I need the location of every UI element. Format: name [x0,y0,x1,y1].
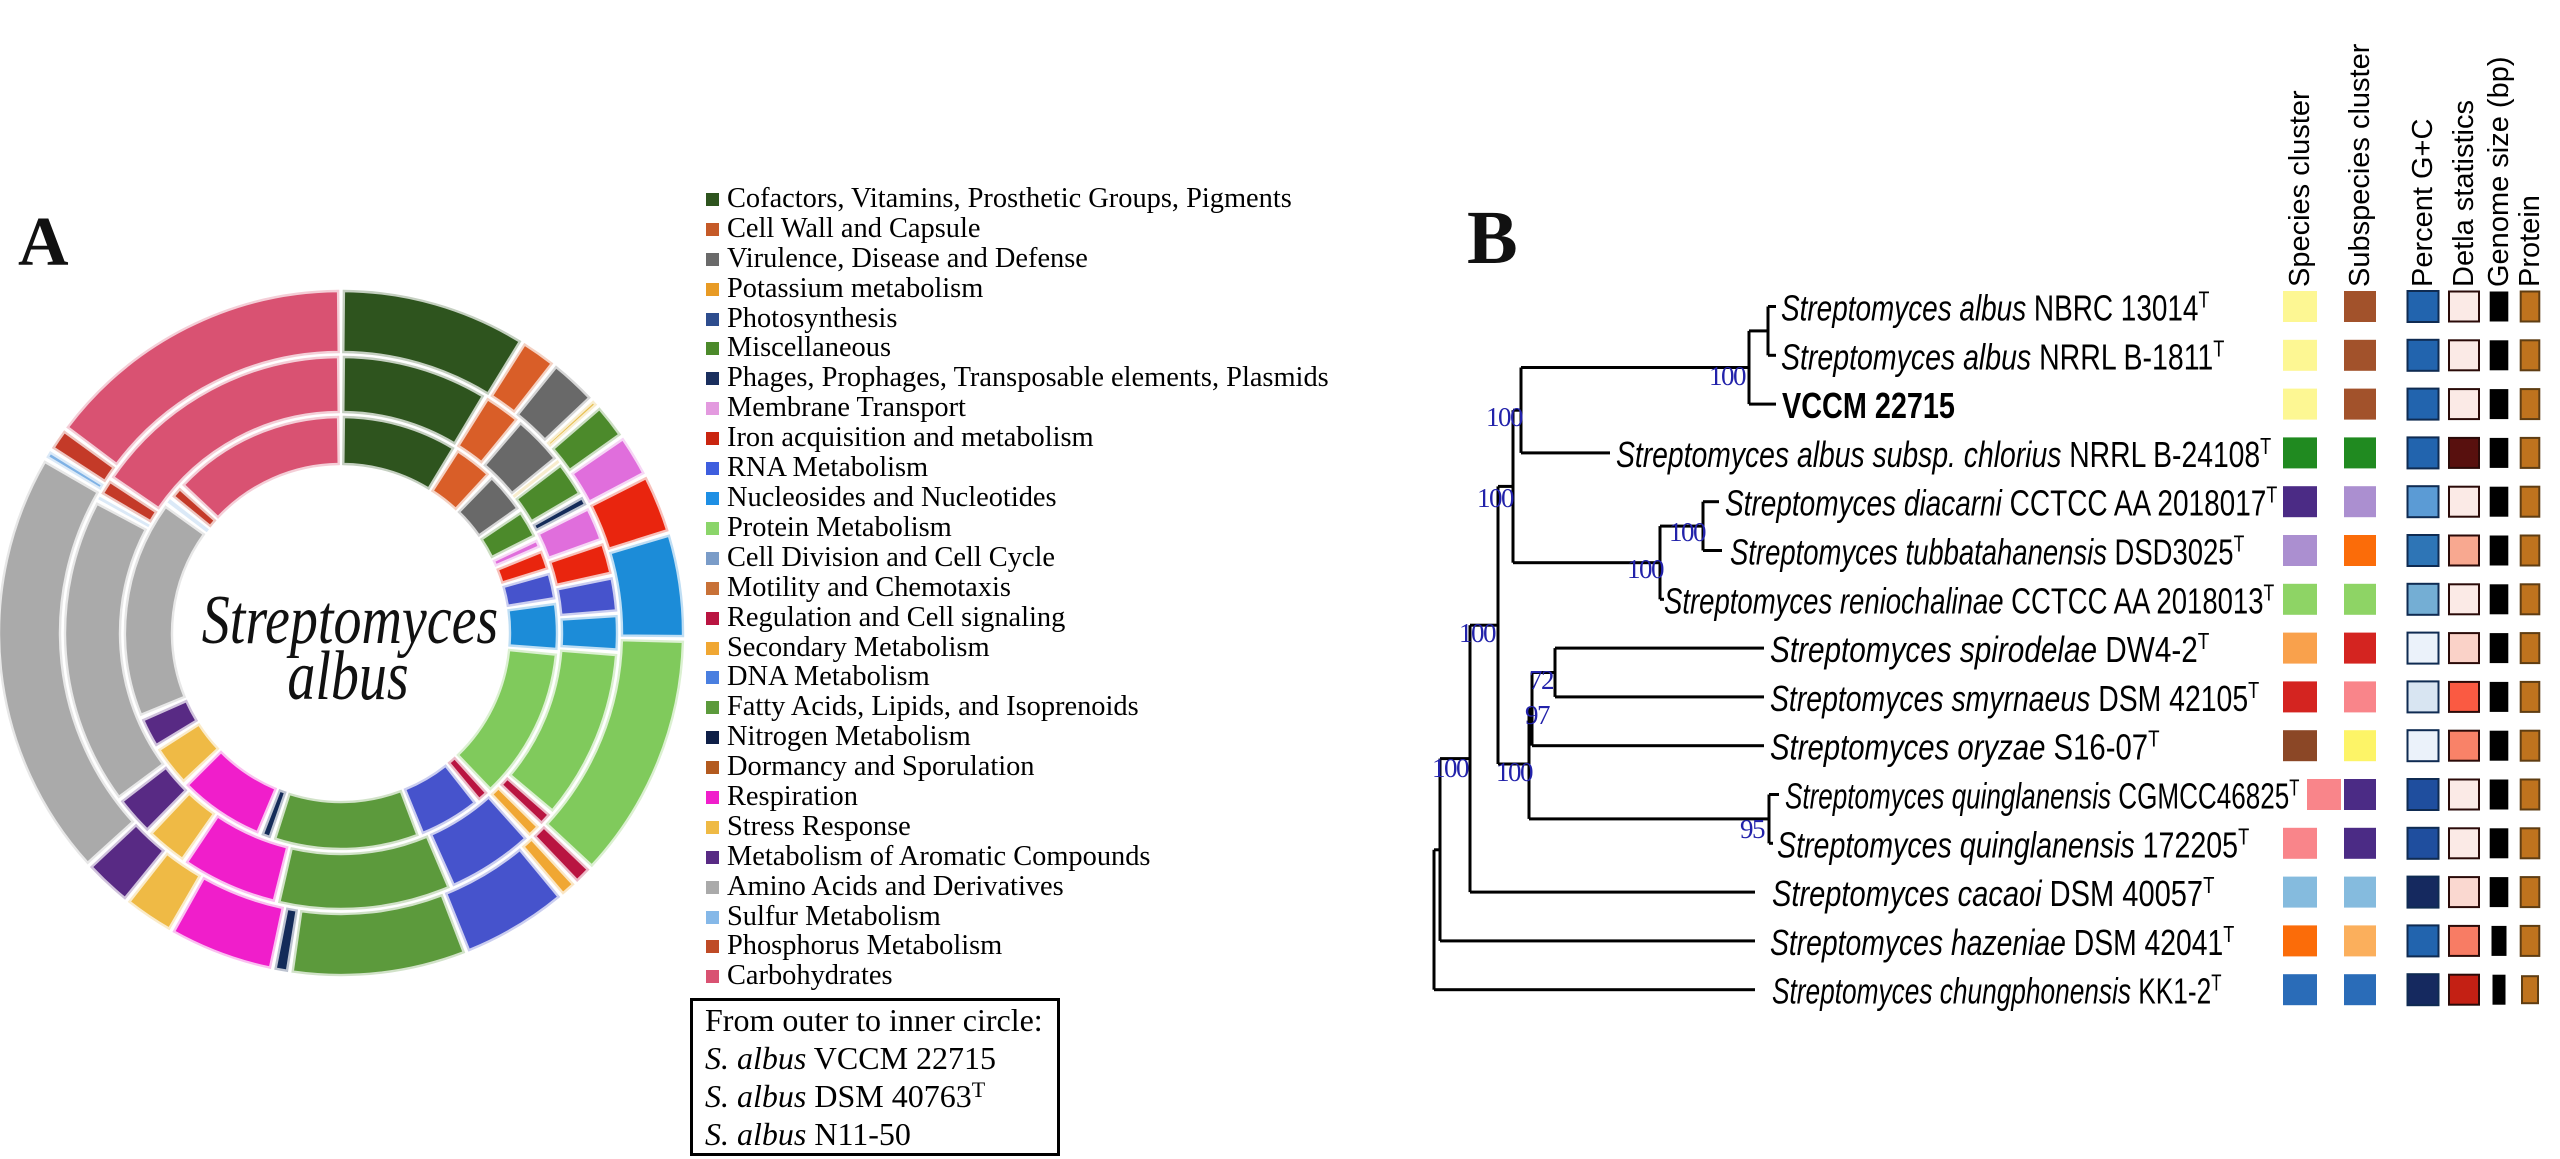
svg-text:Genome size (bp): Genome size (bp) [2483,57,2515,288]
svg-text:100: 100 [1496,757,1533,787]
svg-text:Protein: Protein [2514,195,2546,287]
svg-text:100: 100 [1477,483,1514,513]
svg-text:Streptomyces tubbatahanensis D: Streptomyces tubbatahanensis DSD3025T [1730,531,2245,572]
svg-text:Streptomyces albus subsp. chlo: Streptomyces albus subsp. chlorius NRRL … [1616,434,2272,475]
svg-text:Streptomyces quinglanensis CGM: Streptomyces quinglanensis CGMCC46825T [1785,776,2299,816]
svg-text:Streptomyces: Streptomyces [202,581,498,658]
svg-text:Streptomyces reniochalinae CCT: Streptomyces reniochalinae CCTCC AA 2018… [1664,580,2275,621]
svg-text:Streptomyces albus NRRL B-1811: Streptomyces albus NRRL B-1811T [1781,336,2225,377]
svg-text:albus: albus [287,637,408,714]
svg-text:Streptomyces chungphonensis KK: Streptomyces chungphonensis KK1-2T [1772,971,2222,1012]
svg-text:100: 100 [1669,517,1706,547]
svg-text:Streptomyces spirodelae DW4-2T: Streptomyces spirodelae DW4-2T [1770,629,2209,669]
svg-text:95: 95 [1740,814,1765,844]
svg-text:Streptomyces smyrnaeus DSM 421: Streptomyces smyrnaeus DSM 42105T [1770,678,2260,719]
svg-text:Detla statistics: Detla statistics [2448,100,2480,287]
svg-text:VCCM 22715: VCCM 22715 [1782,385,1955,426]
svg-text:100: 100 [1709,361,1746,391]
svg-text:Streptomyces hazeniae DSM 4204: Streptomyces hazeniae DSM 42041T [1770,922,2235,963]
svg-text:Streptomyces albus NBRC 13014T: Streptomyces albus NBRC 13014T [1781,287,2210,328]
svg-text:Streptomyces diacarni CCTCC AA: Streptomyces diacarni CCTCC AA 2018017T [1725,483,2278,524]
svg-text:Streptomyces cacaoi DSM 40057: Streptomyces cacaoi DSM 40057T [1772,873,2215,914]
svg-text:100: 100 [1627,554,1664,584]
svg-text:72: 72 [1529,665,1554,695]
svg-text:Subspecies cluster: Subspecies cluster [2344,43,2376,287]
svg-text:100: 100 [1432,753,1469,783]
svg-text:Percent G+C: Percent G+C [2407,119,2439,287]
svg-text:Species cluster: Species cluster [2284,90,2316,287]
svg-text:97: 97 [1525,700,1550,730]
svg-text:Streptomyces oryzae S16-07T: Streptomyces oryzae S16-07T [1770,727,2160,768]
svg-text:Streptomyces quinglanensis 172: Streptomyces quinglanensis 172205T [1777,824,2250,865]
svg-text:100: 100 [1459,618,1496,648]
svg-text:100: 100 [1486,402,1523,432]
